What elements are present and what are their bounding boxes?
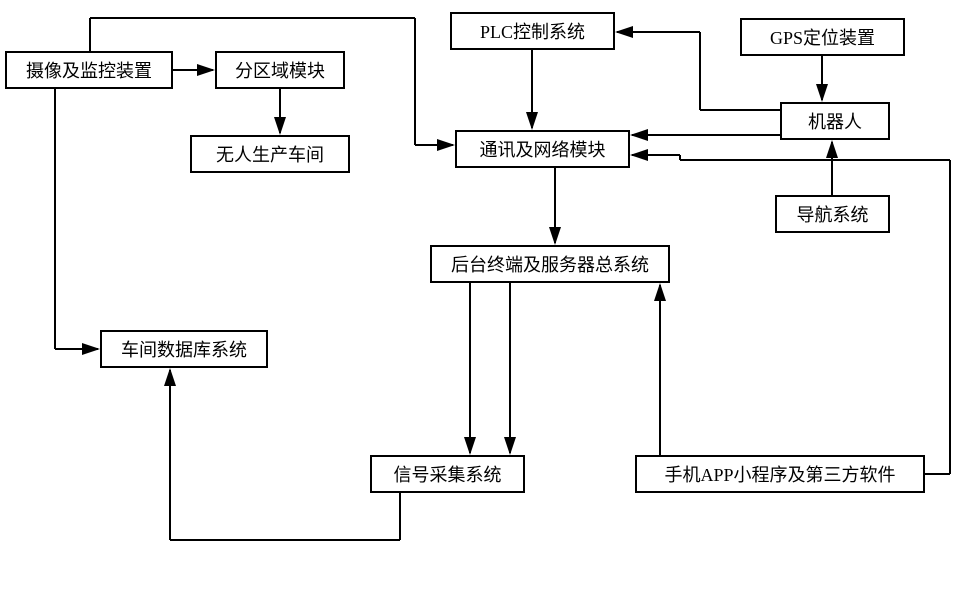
node-comm: 通讯及网络模块 [455,130,630,168]
node-label: 摄像及监控装置 [26,57,152,83]
node-label: 机器人 [808,108,862,134]
node-label: 无人生产车间 [216,141,324,167]
node-label: 导航系统 [797,201,869,227]
edges-layer [0,0,965,616]
node-label: PLC控制系统 [480,18,585,44]
node-label: 通讯及网络模块 [480,136,606,162]
node-camera: 摄像及监控装置 [5,51,173,89]
node-label: 后台终端及服务器总系统 [451,251,649,277]
node-label: 手机APP小程序及第三方软件 [664,461,895,487]
node-workshop: 无人生产车间 [190,135,350,173]
node-label: 分区域模块 [235,57,325,83]
node-zone: 分区域模块 [215,51,345,89]
node-database: 车间数据库系统 [100,330,268,368]
node-gps: GPS定位装置 [740,18,905,56]
node-robot: 机器人 [780,102,890,140]
node-signal: 信号采集系统 [370,455,525,493]
node-backend: 后台终端及服务器总系统 [430,245,670,283]
node-plc: PLC控制系统 [450,12,615,50]
node-nav: 导航系统 [775,195,890,233]
node-label: 车间数据库系统 [121,336,247,362]
node-app: 手机APP小程序及第三方软件 [635,455,925,493]
node-label: 信号采集系统 [394,461,502,487]
node-label: GPS定位装置 [770,24,875,50]
